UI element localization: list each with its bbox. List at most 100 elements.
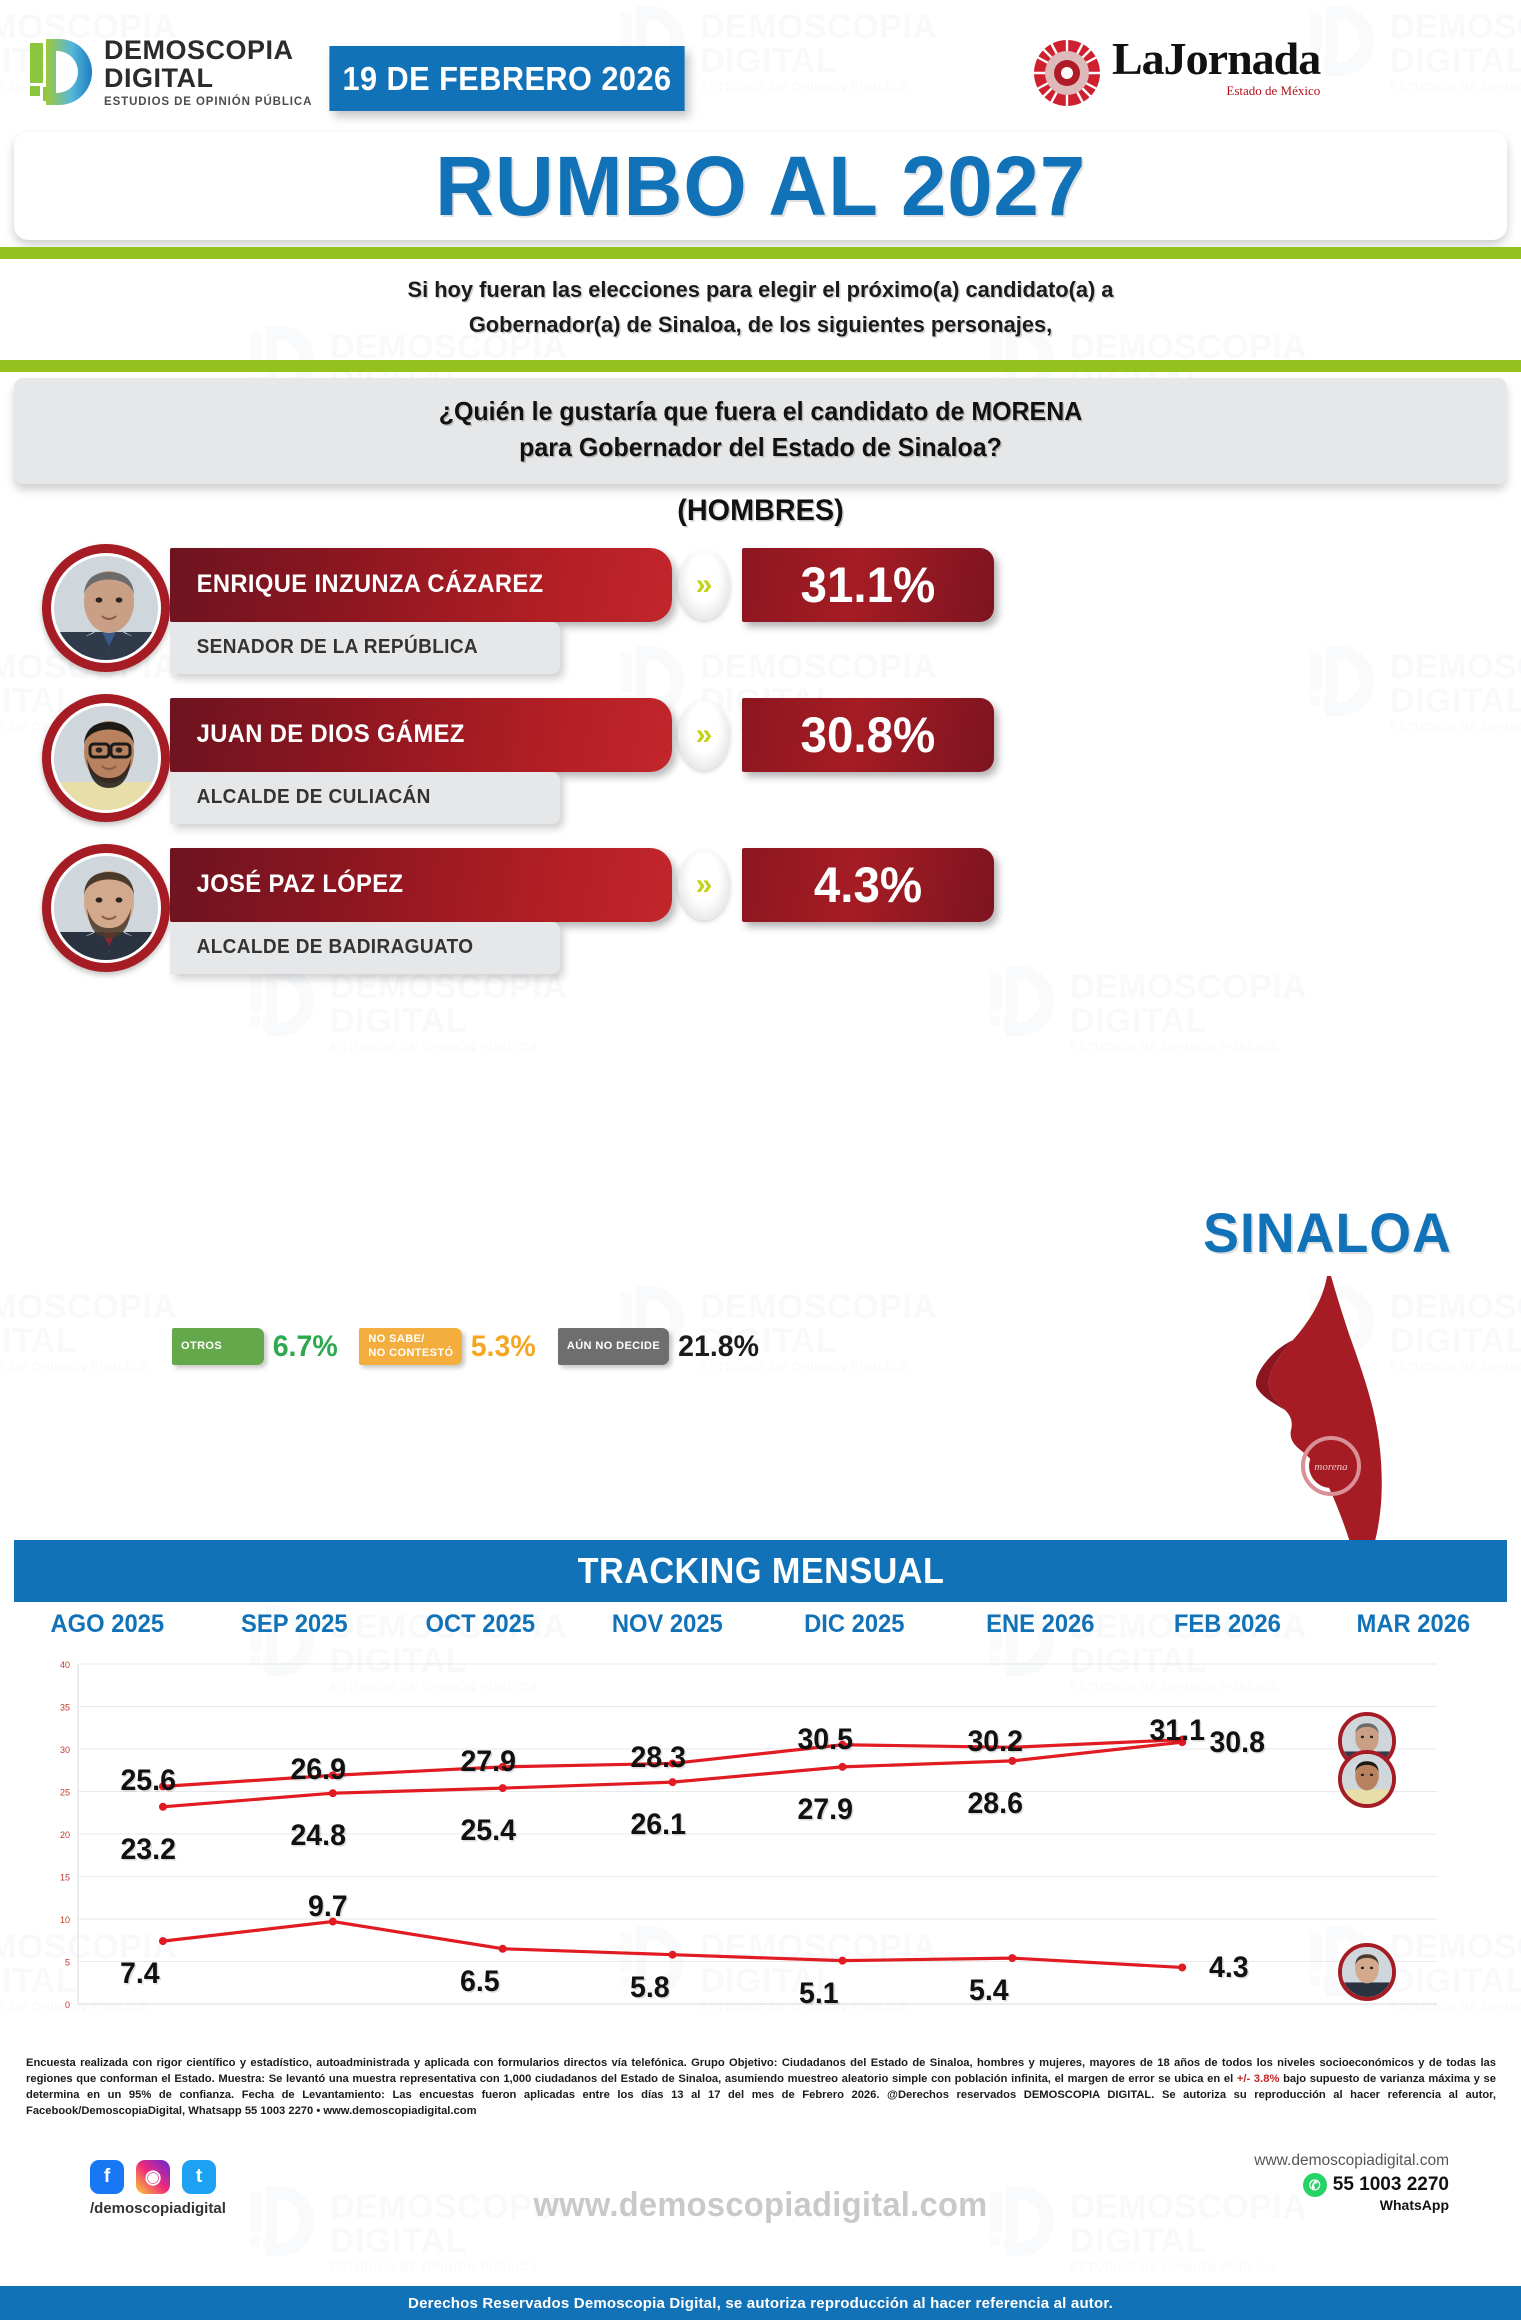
svg-text:30: 30 bbox=[60, 1745, 70, 1755]
brand-line2: DIGITAL bbox=[104, 63, 214, 94]
jornada-sun-icon bbox=[1030, 36, 1104, 110]
tracking-month-axis: AGO 2025 SEP 2025 OCT 2025 NOV 2025 DIC 2025… bbox=[14, 1610, 1507, 1639]
candidate-percent-plate: 4.3% bbox=[742, 847, 994, 922]
facebook-icon[interactable]: f bbox=[90, 2160, 124, 2194]
partner-name: LaJornada bbox=[1112, 33, 1321, 84]
contact-website[interactable]: www.demoscopiadigital.com bbox=[1254, 2152, 1449, 2169]
data-point-label: 25.4 bbox=[460, 1814, 516, 1848]
title-card: RUMBO AL 2027 bbox=[14, 132, 1507, 240]
state-name: SINALOA bbox=[1203, 1201, 1452, 1264]
candidate-role-plate: SENADOR DE LA REPÚBLICA bbox=[170, 621, 560, 674]
social-links[interactable]: f ◉ t /demoscopiadigital bbox=[90, 2160, 226, 2217]
svg-text:35: 35 bbox=[60, 1703, 70, 1713]
candidate-role-plate: ALCALDE DE CULIACÁN bbox=[170, 771, 560, 824]
data-point-label: 28.3 bbox=[630, 1741, 686, 1775]
website-watermark: www.demoscopiadigital.com bbox=[533, 2186, 988, 2224]
green-divider-top bbox=[0, 247, 1521, 259]
data-point-label: 24.8 bbox=[290, 1819, 346, 1853]
data-point-label: 31.1 bbox=[1149, 1713, 1206, 1747]
svg-text:40: 40 bbox=[60, 1660, 70, 1670]
intro-line2: Gobernador(a) de Sinaloa, de los siguien… bbox=[468, 311, 1053, 337]
data-point-label: 23.2 bbox=[120, 1832, 176, 1866]
month-label: AGO 2025 bbox=[50, 1610, 165, 1638]
intro-line1: Si hoy fueran las elecciones para elegir… bbox=[407, 277, 1114, 302]
svg-text:25: 25 bbox=[60, 1788, 70, 1798]
data-point-label: 26.1 bbox=[630, 1808, 686, 1842]
month-label: OCT 2025 bbox=[425, 1610, 536, 1638]
candidate-avatar bbox=[42, 843, 170, 972]
svg-text:10: 10 bbox=[60, 1915, 70, 1925]
instagram-icon[interactable]: ◉ bbox=[136, 2160, 170, 2194]
question-box: ¿Quién le gustaría que fuera el candidat… bbox=[14, 377, 1507, 484]
candidate-name: JUAN DE DIOS GÁMEZ bbox=[196, 720, 465, 748]
month-label: MAR 2026 bbox=[1356, 1610, 1471, 1638]
svg-text:0: 0 bbox=[65, 2000, 70, 2010]
copyright-text: Derechos Reservados Demoscopia Digital, … bbox=[408, 2294, 1113, 2312]
other-value: 21.8% bbox=[678, 1329, 760, 1363]
chevron-double-right-icon: » bbox=[678, 549, 730, 620]
svg-text:20: 20 bbox=[60, 1830, 70, 1840]
page-title: RUMBO AL 2027 bbox=[434, 138, 1087, 233]
series-avatar bbox=[1338, 1750, 1397, 1809]
data-point-label: 27.9 bbox=[460, 1744, 516, 1778]
other-value: 6.7% bbox=[272, 1329, 338, 1363]
methodology-part1: Encuesta realizada con rigor científico … bbox=[26, 2057, 1496, 2085]
candidate-row: ENRIQUE INZUNZA CÁZAREZ SENADOR DE LA REP… bbox=[0, 540, 1521, 690]
tracking-title: TRACKING MENSUAL bbox=[577, 1550, 944, 1591]
other-chip: OTROS bbox=[172, 1328, 264, 1365]
methodology-part2: bajo supuesto de varianza máxima y se de… bbox=[26, 2072, 1496, 2117]
intro-text: Si hoy fueran las elecciones para elegir… bbox=[0, 259, 1521, 353]
data-point-label: 5.1 bbox=[799, 1976, 840, 2010]
gender-label: (HOMBRES) bbox=[677, 493, 844, 527]
other-option: OTROS 6.7% bbox=[172, 1328, 339, 1365]
candidate-avatar bbox=[42, 543, 170, 672]
candidate-role: ALCALDE DE CULIACÁN bbox=[196, 786, 431, 808]
data-point-label: 30.5 bbox=[797, 1722, 854, 1756]
methodology-note: Encuesta realizada con rigor científico … bbox=[26, 2056, 1496, 2120]
candidate-avatar bbox=[42, 693, 170, 822]
month-label: NOV 2025 bbox=[611, 1610, 723, 1638]
month-label: ENE 2026 bbox=[986, 1610, 1095, 1638]
candidate-name-plate: JUAN DE DIOS GÁMEZ bbox=[170, 697, 672, 772]
other-value: 5.3% bbox=[471, 1329, 537, 1363]
svg-text:morena: morena bbox=[1314, 1461, 1348, 1473]
month-label: FEB 2026 bbox=[1173, 1610, 1281, 1638]
candidate-role-plate: ALCALDE DE BADIRAGUATO bbox=[170, 921, 560, 974]
partner-subtitle: Estado de México bbox=[1226, 83, 1321, 98]
candidate-percent-plate: 30.8% bbox=[742, 697, 994, 772]
sinaloa-map-icon: morena bbox=[1231, 1270, 1421, 1575]
svg-text:15: 15 bbox=[60, 1873, 70, 1883]
data-point-label: 28.6 bbox=[967, 1786, 1024, 1820]
brand-logo: DEMOSCOPIA DIGITAL ESTUDIOS DE OPINIÓN P… bbox=[30, 36, 312, 108]
candidate-name: JOSÉ PAZ LÓPEZ bbox=[196, 870, 404, 898]
candidate-percent: 30.8% bbox=[800, 706, 936, 763]
candidate-role: ALCALDE DE BADIRAGUATO bbox=[196, 936, 474, 958]
brand-tagline: ESTUDIOS DE OPINIÓN PÚBLICA bbox=[104, 95, 313, 108]
candidate-list: ENRIQUE INZUNZA CÁZAREZ SENADOR DE LA REP… bbox=[0, 540, 1521, 990]
data-point-label: 7.4 bbox=[119, 1957, 160, 1991]
contact-phone-number: 55 1003 2270 bbox=[1332, 2174, 1449, 2196]
question-line2: para Gobernador del Estado de Sinaloa? bbox=[519, 431, 1002, 462]
twitter-icon[interactable]: t bbox=[182, 2160, 216, 2194]
whatsapp-label: WhatsApp bbox=[1379, 2197, 1449, 2213]
data-point-label: 5.4 bbox=[969, 1974, 1009, 2008]
data-point-label: 4.3 bbox=[1209, 1951, 1249, 1985]
svg-text:5: 5 bbox=[65, 1958, 70, 1968]
data-point-label: 26.9 bbox=[290, 1753, 346, 1787]
green-divider-bottom bbox=[0, 359, 1521, 372]
series-avatar bbox=[1338, 1943, 1397, 2002]
other-option: AÚN NO DECIDE 21.8% bbox=[557, 1328, 761, 1365]
other-label: NO SABE/ bbox=[368, 1333, 425, 1346]
candidate-row: JUAN DE DIOS GÁMEZ ALCALDE DE CULIACÁN » 30… bbox=[0, 690, 1521, 840]
data-point-label: 30.2 bbox=[967, 1725, 1024, 1759]
brand-line1: DEMOSCOPIA bbox=[104, 35, 294, 65]
other-option: NO SABE/NO CONTESTÓ 5.3% bbox=[359, 1328, 537, 1365]
candidate-name-plate: JOSÉ PAZ LÓPEZ bbox=[170, 847, 672, 922]
other-chip: AÚN NO DECIDE bbox=[557, 1328, 670, 1365]
tracking-header: TRACKING MENSUAL bbox=[14, 1540, 1507, 1602]
whatsapp-icon: ✆ bbox=[1302, 2173, 1327, 2197]
other-label: OTROS bbox=[181, 1339, 223, 1352]
question-line1: ¿Quién le gustaría que fuera el candidat… bbox=[438, 395, 1083, 426]
contact-phone: ✆ 55 1003 2270 bbox=[1254, 2173, 1449, 2197]
